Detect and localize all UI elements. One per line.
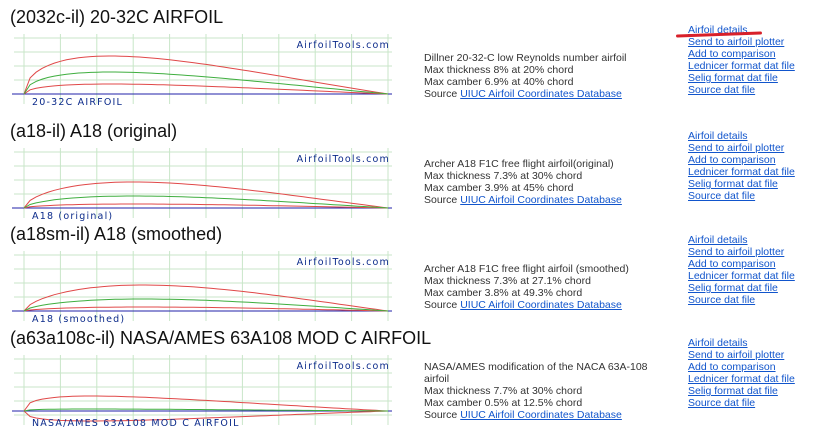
airfoil-title[interactable]: (a63a108c-il) NASA/AMES 63A108 MOD C AIR… bbox=[10, 328, 432, 348]
source-line: Source UIUC Airfoil Coordinates Database bbox=[424, 88, 674, 100]
send-to-plotter-link[interactable]: Send to airfoil plotter bbox=[688, 349, 785, 361]
plot-label: A18 (original) bbox=[32, 211, 114, 222]
source-dat-link[interactable]: Source dat file bbox=[688, 294, 756, 306]
airfoil-title[interactable]: (a18-il) A18 (original) bbox=[10, 121, 178, 141]
source-line: Source UIUC Airfoil Coordinates Database bbox=[424, 409, 674, 421]
airfoil-info: Dillner 20-32-C low Reynolds number airf… bbox=[424, 52, 674, 100]
selig-dat-link[interactable]: Selig format dat file bbox=[688, 282, 778, 294]
airfoil-lower-surface bbox=[23, 83, 389, 95]
source-dat-link[interactable]: Source dat file bbox=[688, 84, 756, 96]
airfoil-upper-surface bbox=[23, 284, 389, 312]
airfoil-description: Dillner 20-32-C low Reynolds number airf… bbox=[424, 52, 627, 64]
watermark: AirfoilTools.com bbox=[296, 40, 390, 51]
airfoil-plot-svg bbox=[12, 355, 392, 425]
source-line: Source UIUC Airfoil Coordinates Database bbox=[424, 299, 674, 311]
airfoil-details-link[interactable]: Airfoil details bbox=[688, 130, 748, 142]
camber-line bbox=[23, 71, 389, 95]
airfoil-lower-surface bbox=[23, 203, 389, 209]
source-link[interactable]: UIUC Airfoil Coordinates Database bbox=[460, 194, 622, 206]
lednicer-dat-link[interactable]: Lednicer format dat file bbox=[688, 166, 795, 178]
lednicer-dat-link[interactable]: Lednicer format dat file bbox=[688, 270, 795, 282]
source-prefix: Source bbox=[424, 88, 458, 100]
airfoil-entry: (2032c-il) 20-32C AIRFOIL AirfoilTools.c… bbox=[0, 6, 816, 110]
airfoil-plot-svg bbox=[12, 251, 392, 321]
airfoil-plot-svg bbox=[12, 34, 392, 104]
max-camber: Max camber 3.9% at 45% chord bbox=[424, 182, 574, 194]
airfoil-lower-surface bbox=[23, 306, 389, 312]
airfoil-details-link[interactable]: Airfoil details bbox=[688, 337, 748, 349]
plot-label: 20-32C AIRFOIL bbox=[32, 97, 123, 108]
camber-line bbox=[23, 298, 389, 312]
selig-dat-link[interactable]: Selig format dat file bbox=[688, 385, 778, 397]
plot-grid bbox=[14, 34, 392, 104]
airfoil-plot[interactable]: AirfoilTools.com A18 (smoothed) bbox=[10, 247, 394, 327]
source-link[interactable]: UIUC Airfoil Coordinates Database bbox=[460, 88, 622, 100]
source-prefix: Source bbox=[424, 194, 458, 206]
source-prefix: Source bbox=[424, 409, 458, 421]
add-to-comparison-link[interactable]: Add to comparison bbox=[688, 361, 776, 373]
lednicer-dat-link[interactable]: Lednicer format dat file bbox=[688, 60, 795, 72]
send-to-plotter-link[interactable]: Send to airfoil plotter bbox=[688, 246, 785, 258]
airfoil-description: NASA/AMES modification of the NACA 63A-1… bbox=[424, 361, 648, 385]
airfoil-links: Airfoil details Send to airfoil plotter … bbox=[688, 24, 816, 96]
airfoil-info: Archer A18 F1C free flight airfoil(origi… bbox=[424, 158, 674, 206]
max-camber: Max camber 0.5% at 12.5% chord bbox=[424, 397, 583, 409]
airfoil-links: Airfoil details Send to airfoil plotter … bbox=[688, 130, 816, 202]
max-thickness: Max thickness 8% at 20% chord bbox=[424, 64, 574, 76]
selig-dat-link[interactable]: Selig format dat file bbox=[688, 178, 778, 190]
add-to-comparison-link[interactable]: Add to comparison bbox=[688, 258, 776, 270]
max-thickness: Max thickness 7.3% at 27.1% chord bbox=[424, 275, 591, 287]
plot-grid bbox=[14, 355, 392, 425]
source-dat-link[interactable]: Source dat file bbox=[688, 190, 756, 202]
airfoil-links: Airfoil details Send to airfoil plotter … bbox=[688, 234, 816, 306]
airfoil-plot[interactable]: AirfoilTools.com A18 (original) bbox=[10, 144, 394, 224]
send-to-plotter-link[interactable]: Send to airfoil plotter bbox=[688, 36, 785, 48]
source-dat-link[interactable]: Source dat file bbox=[688, 397, 756, 409]
add-to-comparison-link[interactable]: Add to comparison bbox=[688, 48, 776, 60]
airfoil-info: Archer A18 F1C free flight airfoil (smoo… bbox=[424, 263, 674, 311]
add-to-comparison-link[interactable]: Add to comparison bbox=[688, 154, 776, 166]
airfoil-plot-svg bbox=[12, 148, 392, 218]
watermark: AirfoilTools.com bbox=[296, 257, 390, 268]
plot-label: NASA/AMES 63A108 MOD C AIRFOIL bbox=[32, 418, 240, 429]
airfoil-entry: (a18sm-il) A18 (smoothed) AirfoilTools.c… bbox=[0, 223, 816, 327]
airfoil-details-link[interactable]: Airfoil details bbox=[688, 234, 748, 246]
send-to-plotter-link[interactable]: Send to airfoil plotter bbox=[688, 142, 785, 154]
source-link[interactable]: UIUC Airfoil Coordinates Database bbox=[460, 409, 622, 421]
plot-label: A18 (smoothed) bbox=[32, 314, 126, 325]
airfoil-upper-surface bbox=[23, 181, 389, 209]
airfoil-entry: (a18-il) A18 (original) AirfoilTools.com… bbox=[0, 120, 816, 224]
camber-line bbox=[23, 408, 388, 412]
airfoil-description: Archer A18 F1C free flight airfoil (smoo… bbox=[424, 263, 629, 275]
airfoil-title[interactable]: (a18sm-il) A18 (smoothed) bbox=[10, 224, 223, 244]
lednicer-dat-link[interactable]: Lednicer format dat file bbox=[688, 373, 795, 385]
selig-dat-link[interactable]: Selig format dat file bbox=[688, 72, 778, 84]
source-prefix: Source bbox=[424, 299, 458, 311]
max-thickness: Max thickness 7.7% at 30% chord bbox=[424, 385, 583, 397]
airfoil-lower-surface bbox=[23, 410, 389, 422]
watermark: AirfoilTools.com bbox=[296, 361, 390, 372]
airfoil-plot[interactable]: AirfoilTools.com 20-32C AIRFOIL bbox=[10, 30, 394, 110]
airfoil-upper-surface bbox=[23, 395, 389, 412]
source-line: Source UIUC Airfoil Coordinates Database bbox=[424, 194, 674, 206]
airfoil-plot[interactable]: AirfoilTools.com NASA/AMES 63A108 MOD C … bbox=[10, 351, 394, 431]
airfoil-upper-surface bbox=[23, 55, 389, 95]
airfoil-title[interactable]: (2032c-il) 20-32C AIRFOIL bbox=[10, 7, 224, 27]
max-camber: Max camber 6.9% at 40% chord bbox=[424, 76, 574, 88]
max-thickness: Max thickness 7.3% at 30% chord bbox=[424, 170, 583, 182]
airfoil-description: Archer A18 F1C free flight airfoil(origi… bbox=[424, 158, 614, 170]
max-camber: Max camber 3.8% at 49.3% chord bbox=[424, 287, 583, 299]
watermark: AirfoilTools.com bbox=[296, 154, 390, 165]
airfoil-entry: (a63a108c-il) NASA/AMES 63A108 MOD C AIR… bbox=[0, 327, 816, 431]
airfoil-info: NASA/AMES modification of the NACA 63A-1… bbox=[424, 361, 674, 421]
source-link[interactable]: UIUC Airfoil Coordinates Database bbox=[460, 299, 622, 311]
camber-line bbox=[23, 195, 389, 209]
airfoil-links: Airfoil details Send to airfoil plotter … bbox=[688, 337, 816, 409]
